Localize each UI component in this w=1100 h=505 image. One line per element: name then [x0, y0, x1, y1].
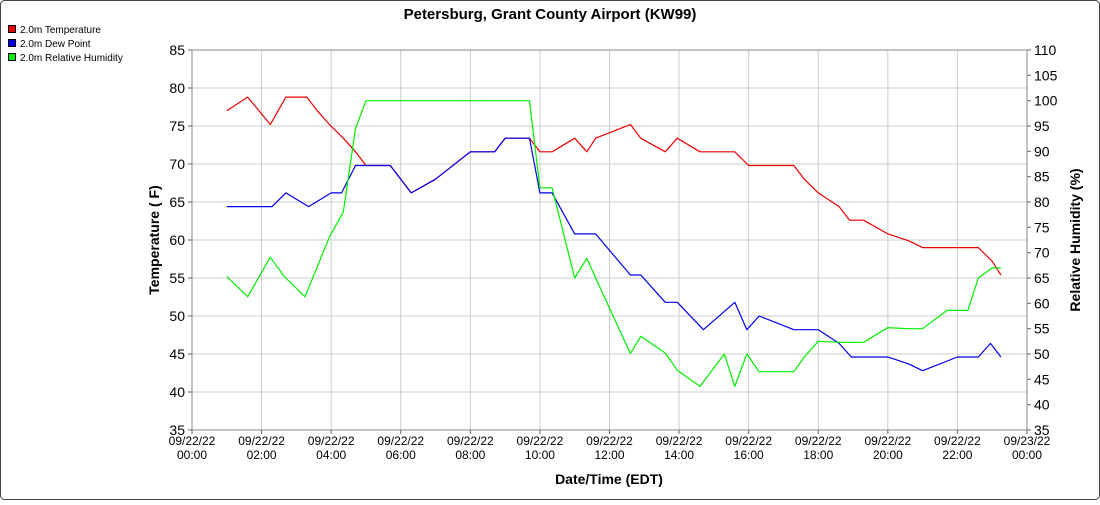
- y-left-tick-label: 70: [169, 156, 185, 172]
- x-tick-label-date: 09/22/22: [864, 434, 911, 448]
- x-tick-label-time: 00:00: [1012, 448, 1042, 462]
- y-left-tick-label: 75: [169, 118, 185, 134]
- x-tick-label-date: 09/22/22: [586, 434, 633, 448]
- y-left-tick-label: 80: [169, 80, 185, 96]
- chart-title: Petersburg, Grant County Airport (KW99): [404, 6, 697, 23]
- y-right-tick-label: 100: [1034, 93, 1058, 109]
- y-right-tick-label: 90: [1034, 143, 1050, 159]
- x-tick-label-time: 20:00: [873, 448, 903, 462]
- y-right-tick-label: 50: [1034, 346, 1050, 362]
- x-axis-label: Date/Time (EDT): [555, 471, 663, 487]
- x-tick-label-time: 10:00: [525, 448, 555, 462]
- legend-label-2-0m-relative-humidity: 2.0m Relative Humidity: [20, 53, 123, 64]
- x-tick-label-date: 09/22/22: [656, 434, 703, 448]
- x-tick-label-time: 00:00: [177, 448, 207, 462]
- y-left-tick-label: 35: [169, 422, 185, 438]
- x-tick-label-time: 02:00: [247, 448, 277, 462]
- legend-swatch-2-0m-temperature: [8, 25, 16, 33]
- x-tick-label-time: 18:00: [803, 448, 833, 462]
- x-tick-label-date: 09/22/22: [725, 434, 772, 448]
- y-left-tick-label: 60: [169, 232, 185, 248]
- y-right-tick-label: 70: [1034, 245, 1050, 261]
- y-right-tick-label: 35: [1034, 422, 1050, 438]
- y-left-tick-label: 55: [169, 270, 185, 286]
- y-right-tick-label: 75: [1034, 219, 1050, 235]
- y-right-tick-label: 40: [1034, 397, 1050, 413]
- x-tick-label-date: 09/22/22: [308, 434, 355, 448]
- series-lines: [226, 96, 1002, 387]
- y-left-tick-label: 65: [169, 194, 185, 210]
- y-right-tick-label: 60: [1034, 295, 1050, 311]
- y-left-tick-label: 50: [169, 308, 185, 324]
- y-left-tick-label: 85: [169, 42, 185, 58]
- x-tick-label-date: 09/22/22: [795, 434, 842, 448]
- legend-label-2-0m-temperature: 2.0m Temperature: [20, 25, 101, 36]
- legend: 2.0m Temperature 2.0m Dew Point 2.0m Relat…: [8, 25, 123, 64]
- y-right-tick-label: 45: [1034, 371, 1050, 387]
- y-right-tick-label: 105: [1034, 67, 1058, 83]
- axes: 09/22/2200:0009/22/2202:0009/22/2204:000…: [169, 42, 1058, 462]
- y-right-tick-label: 65: [1034, 270, 1050, 286]
- y-axis-left-label: Temperature ( F): [146, 185, 162, 294]
- x-tick-label-date: 09/22/22: [377, 434, 424, 448]
- x-tick-label-date: 09/22/22: [238, 434, 285, 448]
- x-tick-label-time: 06:00: [386, 448, 416, 462]
- y-axis-right-label: Relative Humidity (%): [1067, 168, 1083, 311]
- x-tick-label-time: 14:00: [664, 448, 694, 462]
- y-right-tick-label: 85: [1034, 169, 1050, 185]
- y-right-tick-label: 110: [1034, 42, 1057, 58]
- x-tick-label-time: 04:00: [316, 448, 346, 462]
- x-tick-label-time: 16:00: [734, 448, 764, 462]
- y-left-tick-label: 40: [169, 384, 185, 400]
- x-tick-label-date: 09/22/22: [447, 434, 494, 448]
- series-line-2-0m-temperature: [226, 96, 1002, 276]
- x-tick-label-date: 09/22/22: [517, 434, 564, 448]
- x-tick-label-time: 12:00: [594, 448, 624, 462]
- x-tick-label-time: 22:00: [942, 448, 972, 462]
- x-tick-label-time: 08:00: [455, 448, 485, 462]
- legend-swatch-2-0m-relative-humidity: [8, 53, 16, 61]
- y-right-tick-label: 95: [1034, 118, 1050, 134]
- legend-label-2-0m-dew-point: 2.0m Dew Point: [20, 39, 91, 50]
- y-right-tick-label: 80: [1034, 194, 1050, 210]
- y-right-tick-label: 55: [1034, 321, 1050, 337]
- x-tick-label-date: 09/22/22: [169, 434, 216, 448]
- y-left-tick-label: 45: [169, 346, 185, 362]
- x-tick-label-date: 09/22/22: [934, 434, 981, 448]
- series-line-2-0m-relative-humidity: [226, 100, 1001, 387]
- legend-swatch-2-0m-dew-point: [8, 39, 16, 47]
- x-tick-label-date: 09/23/22: [1004, 434, 1051, 448]
